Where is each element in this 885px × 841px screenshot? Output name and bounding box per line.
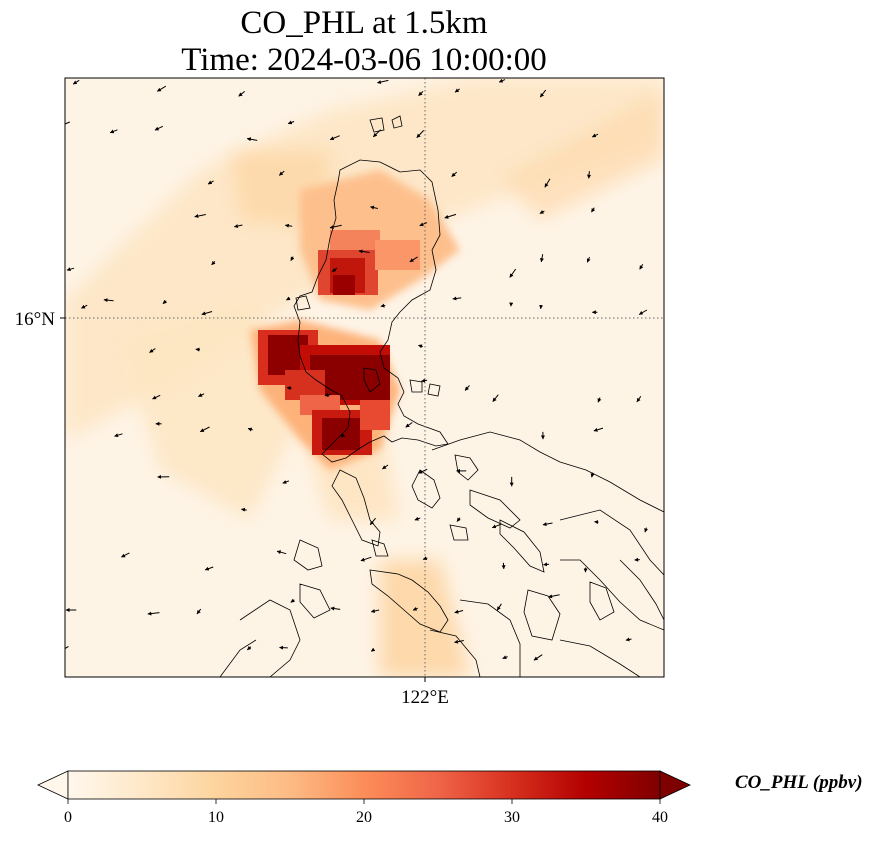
colorbar-tick-label: 0 bbox=[64, 809, 72, 826]
wind-arrow bbox=[589, 171, 590, 178]
title-line-1: CO_PHL at 1.5km bbox=[240, 5, 488, 41]
colorbar-tick-label: 40 bbox=[652, 809, 668, 826]
map-panel[interactable] bbox=[59, 78, 664, 677]
lon-label: 122°E bbox=[401, 687, 449, 708]
colorbar: 0 10 20 30 40 CO_PHL (ppbv) bbox=[38, 771, 863, 826]
title-line-2: Time: 2024-03-06 10:00:00 bbox=[181, 42, 546, 78]
wind-arrow bbox=[287, 388, 292, 389]
colorbar-tick-label: 20 bbox=[356, 809, 372, 826]
colorbar-body bbox=[68, 771, 660, 799]
colorbar-extend-min bbox=[38, 771, 68, 799]
colorbar-tick-label: 10 bbox=[208, 809, 224, 826]
colorbar-ticks: 0 10 20 30 40 bbox=[64, 799, 668, 826]
colorbar-label: CO_PHL (ppbv) bbox=[735, 772, 863, 793]
wind-arrow bbox=[541, 305, 542, 308]
colorbar-extend-max bbox=[660, 771, 690, 799]
wind-arrow bbox=[544, 564, 550, 565]
colorbar-tick-label: 30 bbox=[504, 809, 520, 826]
lat-label: 16°N bbox=[15, 309, 56, 330]
